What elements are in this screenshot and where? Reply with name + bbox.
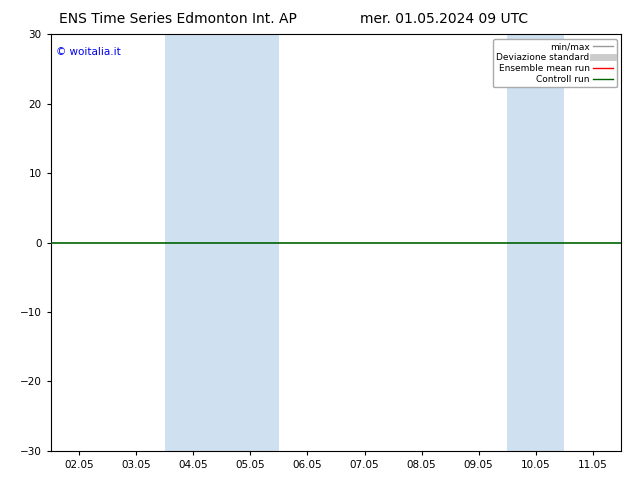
Text: ENS Time Series Edmonton Int. AP: ENS Time Series Edmonton Int. AP [58, 12, 297, 26]
Text: © woitalia.it: © woitalia.it [56, 47, 121, 57]
Bar [507, 34, 564, 451]
Text: mer. 01.05.2024 09 UTC: mer. 01.05.2024 09 UTC [359, 12, 528, 26]
Bar [165, 34, 222, 451]
Bar [222, 34, 279, 451]
Legend: min/max, Deviazione standard, Ensemble mean run, Controll run: min/max, Deviazione standard, Ensemble m… [493, 39, 617, 87]
